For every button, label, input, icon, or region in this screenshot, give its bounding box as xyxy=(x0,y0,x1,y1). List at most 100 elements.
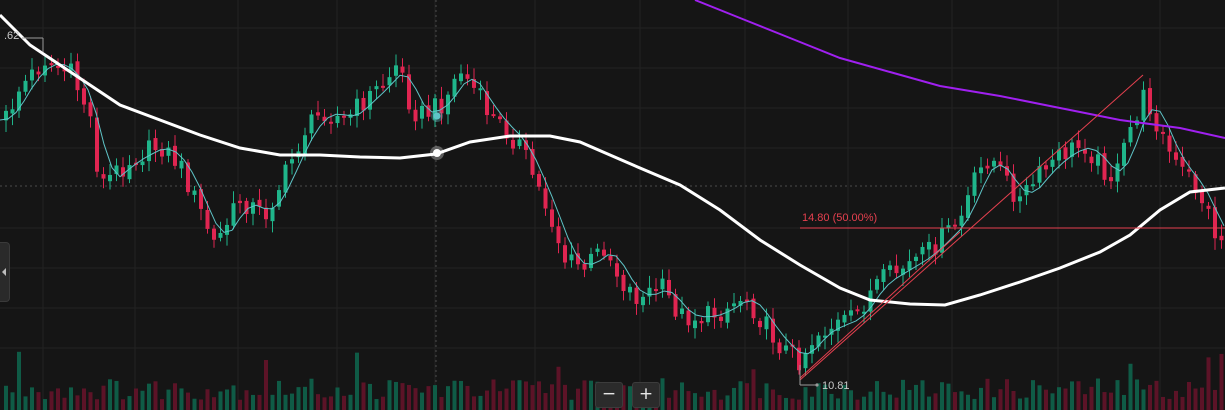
candle-body xyxy=(1213,207,1217,239)
volume-bar xyxy=(933,393,938,410)
candle-body xyxy=(478,88,483,91)
candle-body xyxy=(764,316,769,330)
volume-bar xyxy=(160,399,164,410)
candle-body xyxy=(745,299,749,302)
volume-bar xyxy=(927,396,931,410)
candle-body xyxy=(179,160,184,169)
volume-bar xyxy=(439,397,444,410)
candle-body xyxy=(901,268,905,275)
candle-body xyxy=(10,109,15,114)
volume-bar xyxy=(673,390,678,410)
volume-bar xyxy=(862,396,866,410)
ma-short-marker xyxy=(433,112,441,120)
candle-body xyxy=(374,86,379,90)
volume-bar xyxy=(556,366,561,410)
candle-body xyxy=(972,172,977,196)
volume-bar xyxy=(1083,394,1087,410)
candle-body xyxy=(686,310,691,326)
candle-body xyxy=(797,347,801,371)
volume-bar xyxy=(192,398,197,410)
candle-body xyxy=(1083,149,1087,154)
candle-body xyxy=(634,287,639,304)
drawing-tools xyxy=(22,37,1225,387)
volume-bar xyxy=(582,380,587,410)
candle-body xyxy=(147,140,151,162)
candle-body xyxy=(95,117,99,172)
volume-bar xyxy=(836,398,840,410)
candle-body xyxy=(1050,159,1055,167)
volume-bar xyxy=(231,385,236,410)
candle-body xyxy=(290,159,294,164)
candle-body xyxy=(114,165,119,175)
volume-bar xyxy=(803,387,808,410)
volume-bar xyxy=(797,399,801,410)
candle-body xyxy=(849,310,853,316)
zoom-out-button[interactable]: − xyxy=(595,382,623,408)
volume-bar xyxy=(10,392,15,410)
candle-body xyxy=(283,164,288,193)
volume-bar xyxy=(745,383,749,410)
candle-body xyxy=(238,200,242,204)
volume-bar xyxy=(251,394,255,410)
volume-bar xyxy=(1219,353,1224,410)
volume-bar xyxy=(426,386,431,410)
volume-bar xyxy=(1180,396,1185,410)
candle-body xyxy=(173,145,177,166)
candle-body xyxy=(1219,235,1224,241)
volume-bar xyxy=(400,383,405,410)
volume-bar xyxy=(459,380,463,410)
volume-bar xyxy=(764,383,769,410)
candle-body xyxy=(342,115,346,118)
candle-body xyxy=(894,265,899,274)
volume-bar xyxy=(732,387,736,410)
candle-body xyxy=(439,98,444,114)
volume-bar xyxy=(472,396,476,410)
volume-bar xyxy=(23,396,28,410)
volume-bar xyxy=(790,398,795,410)
volume-bar xyxy=(914,384,918,410)
volume-bar xyxy=(1050,393,1055,410)
volume-bar xyxy=(816,383,821,410)
candle-body xyxy=(166,147,171,156)
zoom-in-button[interactable]: + xyxy=(632,382,660,408)
candle-body xyxy=(777,342,782,354)
candle-body xyxy=(303,135,307,155)
candle-body xyxy=(140,161,145,166)
candle-body xyxy=(1167,135,1172,152)
volume-bar xyxy=(894,397,899,410)
volume-bar xyxy=(1005,379,1009,410)
candle-body xyxy=(576,253,580,265)
candle-body xyxy=(855,309,860,312)
volume-bar xyxy=(56,388,60,410)
candle-body xyxy=(647,287,652,297)
volume-bar xyxy=(75,395,80,410)
collapse-panel-handle[interactable] xyxy=(0,242,10,302)
volume-bar xyxy=(907,389,912,410)
candle-body xyxy=(725,308,730,323)
volume-bar xyxy=(212,397,216,410)
volume-bar xyxy=(888,394,892,410)
candle-body xyxy=(881,269,886,282)
volume-bar xyxy=(49,391,54,410)
candle-body xyxy=(537,174,541,187)
candle-body xyxy=(387,77,392,86)
candle-body xyxy=(30,69,34,81)
volume-bar xyxy=(1141,389,1146,410)
candle-body xyxy=(1206,205,1211,209)
volume-bar xyxy=(316,394,320,410)
volume-bar xyxy=(712,389,717,410)
candle-body xyxy=(823,335,827,338)
volume-bar xyxy=(706,391,710,410)
volume-bar xyxy=(296,387,301,410)
volume-bar xyxy=(82,388,86,410)
candle-body xyxy=(1109,177,1113,182)
volume-bar xyxy=(1174,390,1178,410)
candle-body xyxy=(56,65,60,68)
volume-bar xyxy=(368,383,372,410)
volume-bar xyxy=(998,389,1003,410)
volume-bar xyxy=(17,351,21,410)
volume-bar xyxy=(550,384,554,410)
candle-body xyxy=(953,224,957,227)
